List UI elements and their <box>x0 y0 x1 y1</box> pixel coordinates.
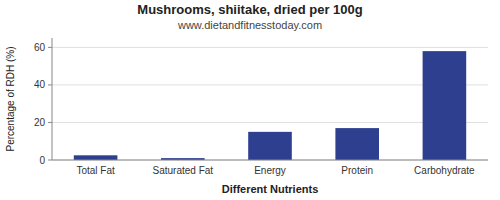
x-tick-label: Total Fat <box>76 165 115 176</box>
y-tick-label: 40 <box>34 79 46 90</box>
title: Mushrooms, shiitake, dried per 100g <box>137 2 362 17</box>
y-tick <box>48 84 52 85</box>
chart-container: 0 20 40 60 Total Fat Saturated Fat Energy Prote… <box>0 0 500 200</box>
y-axis-label: Percentage of RDH (%) <box>5 46 16 151</box>
y-tick <box>48 122 52 123</box>
x-axis-label: Different Nutrients <box>222 183 319 195</box>
subtitle: www.dietandfitnesstoday.com <box>177 19 322 31</box>
y-tick <box>48 47 52 48</box>
y-axis-line <box>52 38 53 160</box>
y-tick-label: 20 <box>34 117 46 128</box>
axes: 0 20 40 60 Total Fat Saturated Fat Energy Prote… <box>34 38 488 176</box>
x-tick-label: Protein <box>341 165 373 176</box>
y-tick-label: 0 <box>39 155 45 166</box>
x-tick-label: Saturated Fat <box>153 165 214 176</box>
chart: 0 20 40 60 Total Fat Saturated Fat Energy Prote… <box>0 0 500 200</box>
x-tick-label: Carbohydrate <box>414 165 475 176</box>
grid-line <box>52 160 488 161</box>
grid-line <box>52 47 488 48</box>
x-axis-line <box>52 160 488 161</box>
bar <box>423 51 467 160</box>
bar <box>335 128 379 160</box>
y-tick-label: 60 <box>34 42 46 53</box>
grid <box>52 47 488 160</box>
bar <box>74 155 118 160</box>
y-tick <box>48 160 52 161</box>
x-tick-label: Energy <box>254 165 286 176</box>
bars <box>74 51 466 160</box>
bar <box>248 132 292 160</box>
